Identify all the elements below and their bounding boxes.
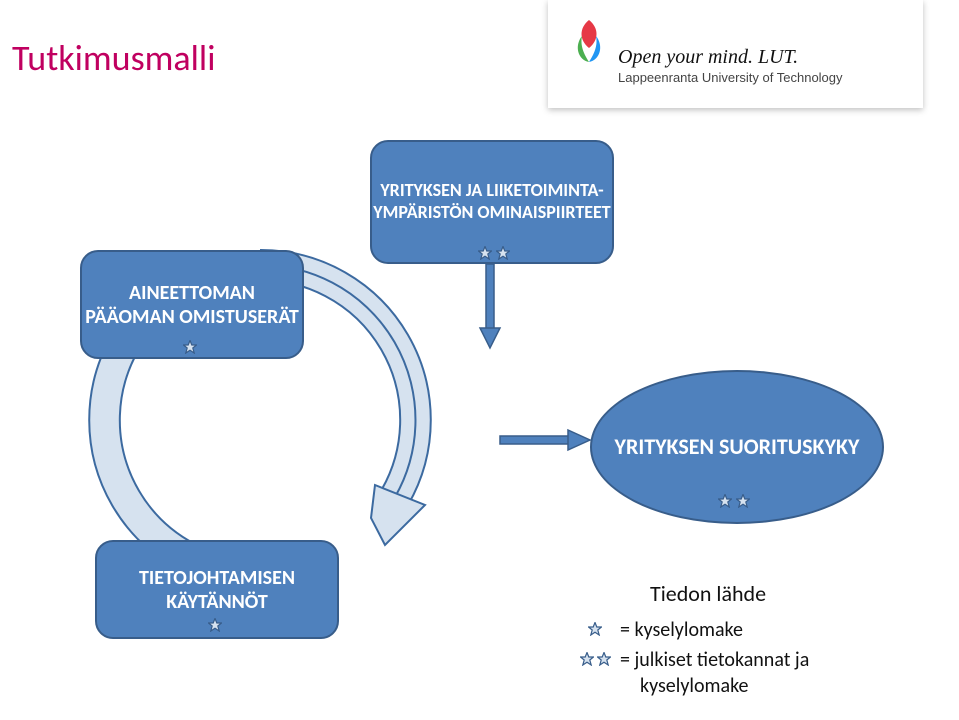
node-intangible-capital-label: AINEETTOMAN PÄÄOMAN OMISTUSERÄT bbox=[82, 281, 302, 329]
logo-knot-icon bbox=[572, 18, 606, 64]
node-characteristics: YRITYKSEN JA LIIKETOIMINTA-YMPÄRISTÖN OM… bbox=[370, 140, 614, 264]
star-icon bbox=[496, 246, 510, 260]
logo-subtitle: Lappeenranta University of Technology bbox=[618, 70, 843, 85]
star-icon bbox=[718, 494, 732, 508]
diagram-stage: Tutkimusmalli Open your mind. LUT. Lappe… bbox=[0, 0, 959, 720]
node-knowledge-practices-label: TIETOJOHTAMISEN KÄYTÄNNÖT bbox=[97, 566, 337, 614]
node-performance-label: YRITYKSEN SUORITUSKYKY bbox=[615, 434, 860, 460]
legend-row-3: kyselylomake bbox=[640, 674, 748, 698]
star-icon bbox=[597, 652, 611, 666]
star-icon bbox=[736, 494, 750, 508]
legend-row-2: = julkiset tietokannat ja bbox=[620, 648, 809, 672]
star-icon bbox=[580, 652, 594, 666]
arrow-right-icon bbox=[498, 428, 593, 452]
logo-tagline: Open your mind. LUT. bbox=[618, 46, 798, 69]
star-icon bbox=[208, 618, 222, 632]
node-characteristics-label: YRITYKSEN JA LIIKETOIMINTA-YMPÄRISTÖN OM… bbox=[372, 180, 612, 223]
page-title: Tutkimusmalli bbox=[12, 36, 215, 80]
legend-title: Tiedon lähde bbox=[650, 580, 766, 607]
star-icon bbox=[478, 246, 492, 260]
arrow-down-icon bbox=[478, 262, 502, 352]
star-icon bbox=[588, 622, 602, 636]
star-icon bbox=[183, 340, 197, 354]
legend-row-1: = kyselylomake bbox=[620, 618, 743, 642]
